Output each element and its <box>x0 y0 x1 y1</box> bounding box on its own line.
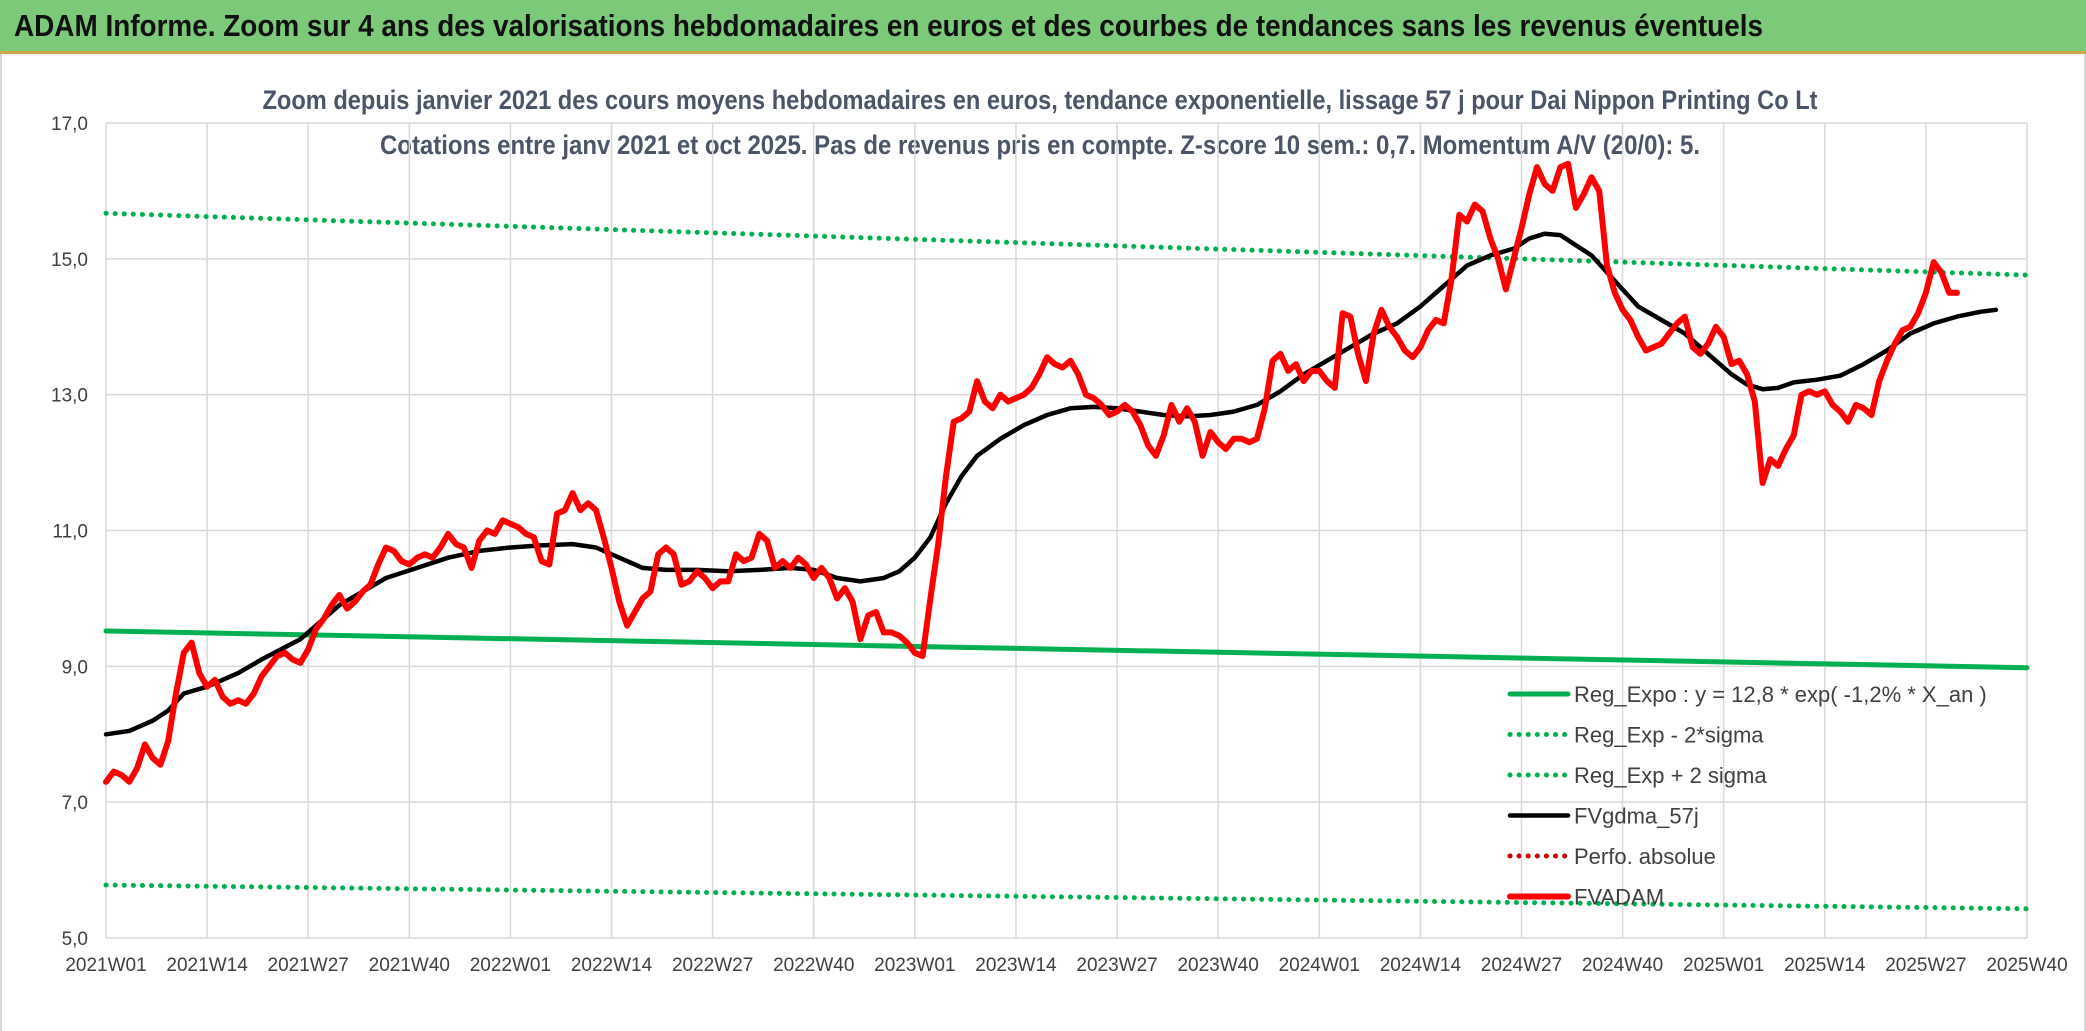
series-line <box>103 210 2030 278</box>
x-tick-label: 2021W01 <box>65 955 146 976</box>
legend-label: Reg_Expo : y = 12,8 * exp( -1,2% * X_an … <box>1574 682 1987 707</box>
x-tick-label: 2024W40 <box>1582 955 1663 976</box>
x-tick-label: 2022W14 <box>571 955 653 976</box>
x-tick-label: 2025W27 <box>1885 955 1966 976</box>
x-tick-label: 2021W14 <box>166 955 248 976</box>
legend-label: Reg_Exp + 2 sigma <box>1574 763 1767 788</box>
x-tick-label: 2021W40 <box>369 955 450 976</box>
series-line <box>103 160 1960 785</box>
report-banner: ADAM Informe. Zoom sur 4 ans des valoris… <box>0 0 2086 54</box>
y-tick-label: 15,0 <box>51 250 88 271</box>
y-tick-label: 9,0 <box>62 657 88 678</box>
x-tick-label: 2023W14 <box>975 955 1057 976</box>
x-tick-label: 2022W27 <box>672 955 753 976</box>
y-tick-label: 17,0 <box>51 114 88 135</box>
x-tick-label: 2023W40 <box>1177 955 1258 976</box>
legend-label: FVADAM <box>1574 885 1664 910</box>
series-line <box>103 628 2030 671</box>
x-tick-label: 2024W27 <box>1481 955 1562 976</box>
legend-label: Reg_Exp - 2*sigma <box>1574 723 1764 748</box>
y-tick-label: 7,0 <box>62 793 88 814</box>
x-tick-label: 2022W01 <box>470 955 551 976</box>
x-tick-label: 2022W40 <box>773 955 854 976</box>
legend-label: FVgdma_57j <box>1574 804 1699 829</box>
y-tick-label: 13,0 <box>51 386 88 407</box>
legend-label: Perfo. absolue <box>1574 844 1716 869</box>
chart-subtitle: Cotations entre janv 2021 et oct 2025. P… <box>380 130 1700 160</box>
chart-title: Zoom depuis janvier 2021 des cours moyen… <box>263 85 1818 115</box>
x-tick-label: 2021W27 <box>268 955 349 976</box>
x-tick-label: 2024W01 <box>1279 955 1360 976</box>
gridlines <box>105 122 2028 939</box>
x-axis-labels: 2021W01 2021W14 2021W27 2021W40 2022W01 2022W… <box>65 955 2067 976</box>
series-line <box>103 882 2030 912</box>
y-axis-labels: 5,0 7,0 9,0 11,0 13,0 15,0 17,0 <box>51 114 88 950</box>
chart-frame <box>0 54 2086 1031</box>
x-tick-label: 2025W40 <box>1986 955 2067 976</box>
x-tick-label: 2025W01 <box>1683 955 1764 976</box>
report-title: ADAM Informe. Zoom sur 4 ans des valoris… <box>14 8 1763 43</box>
series-lines <box>103 160 2030 912</box>
line-chart: Zoom depuis janvier 2021 des cours moyen… <box>51 85 2068 976</box>
x-tick-label: 2025W14 <box>1784 955 1866 976</box>
y-tick-label: 5,0 <box>62 929 88 950</box>
y-tick-label: 11,0 <box>52 522 88 543</box>
x-tick-label: 2024W14 <box>1380 955 1462 976</box>
x-tick-label: 2023W27 <box>1076 955 1157 976</box>
x-tick-label: 2023W01 <box>874 955 955 976</box>
legend: Reg_Expo : y = 12,8 * exp( -1,2% * X_an … <box>1507 682 1987 910</box>
